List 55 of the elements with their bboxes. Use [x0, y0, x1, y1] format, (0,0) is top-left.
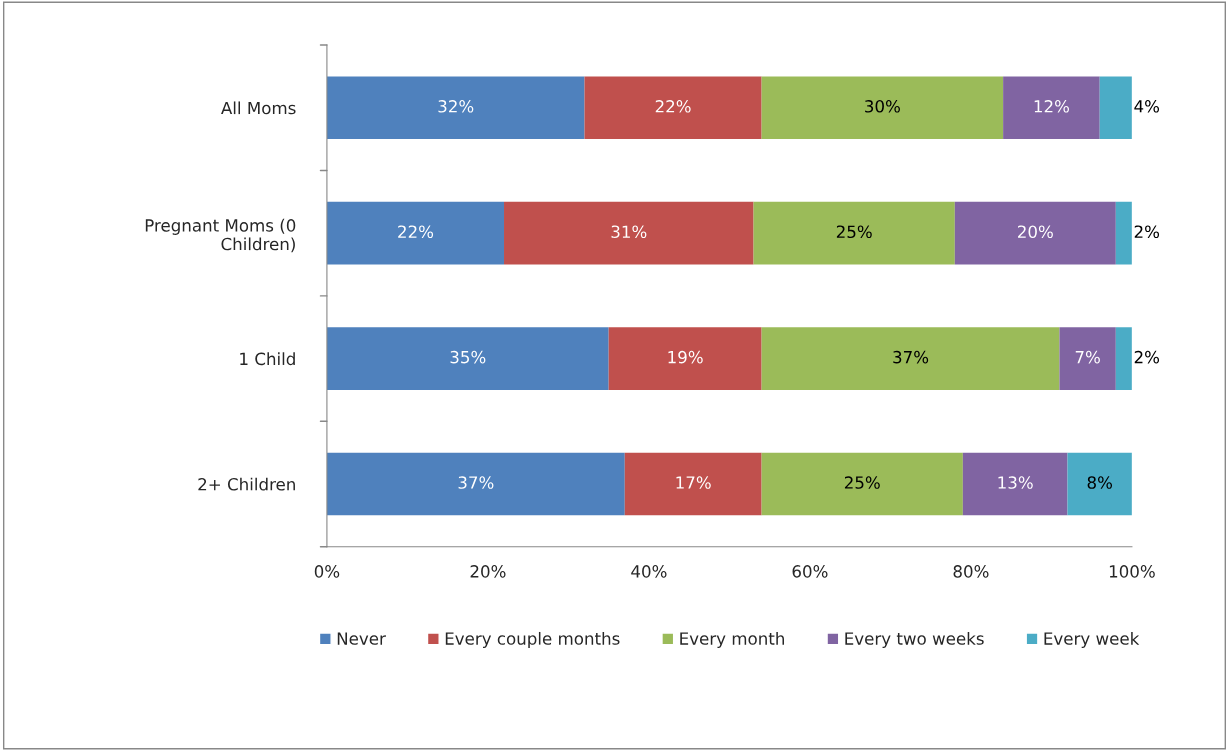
legend-label: Every two weeks [845, 631, 984, 649]
bar [1099, 76, 1132, 140]
bar [326, 76, 585, 140]
y-tick-label: All Moms [221, 101, 296, 115]
data-label: 7% [1075, 350, 1100, 364]
data-label: 25% [836, 225, 872, 239]
data-label: 35% [450, 350, 486, 364]
bar [1003, 76, 1100, 140]
bar [1059, 327, 1116, 390]
data-label: 12% [1034, 100, 1070, 113]
y-tick-label: 1 Child [240, 352, 295, 366]
bar [504, 201, 754, 265]
bar [326, 327, 609, 390]
bar [761, 76, 1004, 140]
legend-label: Never [337, 632, 386, 645]
data-label: 2% [1134, 350, 1160, 364]
x-tick-label: 60% [792, 565, 828, 578]
data-label: 8% [1087, 476, 1113, 489]
bar [954, 201, 1116, 265]
legend-label: Every week [1044, 631, 1140, 649]
x-tick-label: 100% [1109, 565, 1155, 578]
data-label: 20% [1018, 225, 1053, 239]
bar [608, 327, 762, 390]
y-tick-label: Pregnant Moms (0 Children) [145, 218, 296, 253]
bar [624, 452, 762, 516]
legend-label: Every couple months [445, 631, 620, 649]
bar [1115, 201, 1132, 265]
bar [761, 452, 963, 516]
data-label: 31% [611, 225, 647, 239]
bar [584, 76, 762, 140]
bar [326, 452, 625, 516]
data-label: 22% [398, 225, 434, 239]
bar [753, 201, 955, 265]
data-label: 37% [893, 350, 929, 364]
data-label: 32% [438, 100, 474, 113]
legend-label: Every month [680, 631, 784, 649]
bar [761, 327, 1060, 390]
x-tick-label: 20% [470, 565, 506, 578]
data-label: 13% [998, 476, 1033, 489]
y-tick-label: 2+ Children [198, 477, 295, 491]
data-label: 22% [655, 100, 691, 113]
bar [1115, 327, 1132, 390]
bar [326, 201, 505, 265]
data-label: 4% [1134, 100, 1160, 113]
bar [1067, 452, 1132, 516]
x-tick-label: 0% [314, 565, 340, 578]
data-label: 30% [865, 100, 900, 113]
data-label: 25% [844, 476, 880, 489]
x-tick-label: 80% [953, 565, 989, 578]
data-label: 2% [1134, 225, 1160, 239]
data-label: 37% [458, 476, 494, 489]
data-label: 17% [676, 476, 711, 489]
bar [962, 452, 1068, 516]
data-label: 19% [668, 350, 703, 364]
x-tick-label: 40% [631, 565, 667, 578]
